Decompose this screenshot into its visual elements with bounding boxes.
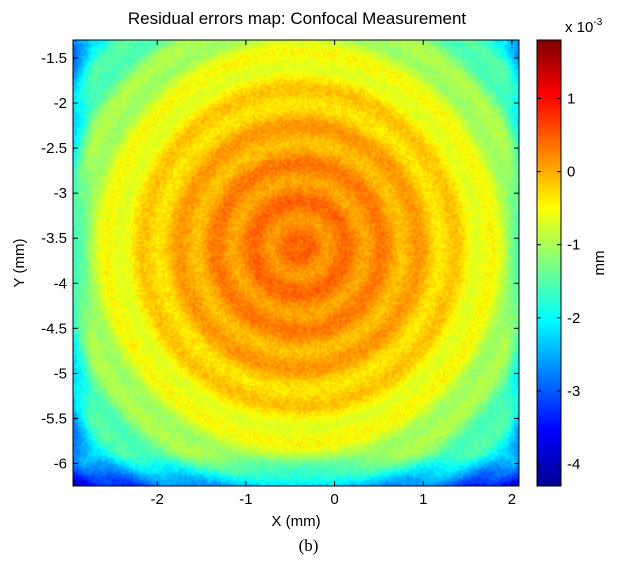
- chart-title: Residual errors map: Confocal Measuremen…: [128, 9, 467, 28]
- x-tick-label: 0: [330, 491, 338, 508]
- y-axis-label: Y (mm): [11, 239, 28, 288]
- heatmap-area: [73, 40, 519, 486]
- y-tick-label: -5.5: [41, 410, 67, 427]
- colorbar-ticks: 1 0 -1 -2 -3 -4: [537, 90, 580, 473]
- y-tick-label: -1.5: [41, 50, 67, 67]
- y-tick-label: -2.5: [41, 140, 67, 157]
- colorbar-tick-label: -4: [567, 456, 580, 473]
- y-tick-label: -4: [54, 275, 67, 292]
- colorbar: [536, 39, 562, 487]
- y-tick-label: -5: [54, 365, 67, 382]
- y-tick-label: -4.5: [41, 320, 67, 337]
- x-tick-label: 1: [419, 491, 427, 508]
- colorbar-tick-label: -2: [567, 310, 580, 327]
- y-tick-label: -3: [54, 185, 67, 202]
- colorbar-tick-label: -3: [567, 383, 580, 400]
- figure-caption: (b): [298, 536, 319, 555]
- colorbar-exponent-power: -3: [593, 17, 602, 28]
- x-tick-label: -1: [239, 491, 252, 508]
- x-axis: -2 -1 0 1 2: [151, 40, 516, 508]
- heatmap-image: [73, 40, 519, 486]
- y-tick-label: -3.5: [41, 230, 67, 247]
- colorbar-tick-label: -1: [567, 237, 580, 254]
- colorbar-label: mm: [591, 251, 608, 276]
- colorbar-exponent-base: x 10: [565, 19, 593, 36]
- y-tick-label: -6: [54, 455, 67, 472]
- colorbar-tick-label: 1: [567, 90, 575, 107]
- x-tick-label: -2: [151, 491, 164, 508]
- x-axis-label: X (mm): [271, 513, 320, 530]
- plot-frame: [72, 39, 520, 487]
- colorbar-tick-label: 0: [567, 164, 575, 181]
- colorbar-exponent: x 10-3: [565, 17, 603, 36]
- y-axis: -1.5 -2 -2.5 -3 -3.5 -4 -4.5 -5 -5.5 -6: [41, 50, 519, 472]
- y-tick-label: -2: [54, 95, 67, 112]
- x-tick-label: 2: [508, 491, 516, 508]
